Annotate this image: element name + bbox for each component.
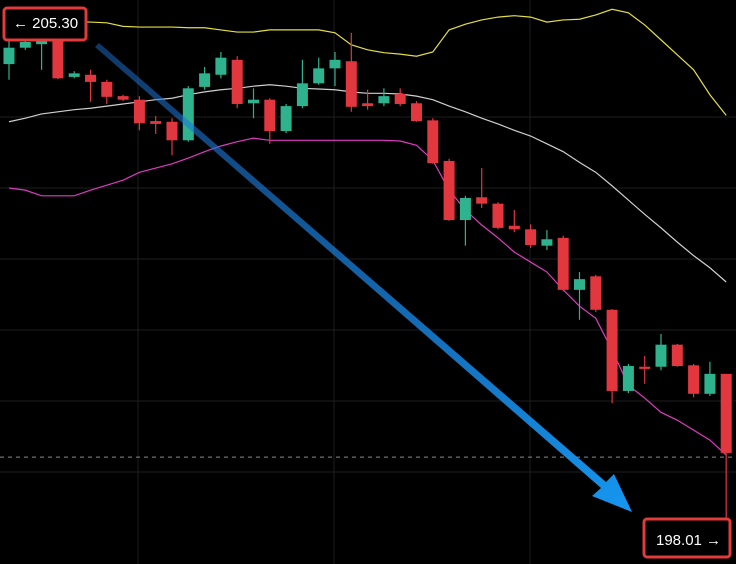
candle-body [166,121,178,141]
candle-body [150,121,162,124]
candle-body [133,99,145,124]
candle-body [264,99,276,132]
candle-body [411,103,422,122]
candle-body [557,237,569,290]
candle-body [541,239,553,246]
candle-body [688,365,700,394]
candle-body [639,366,651,369]
label-frame [642,517,732,559]
plot [0,8,736,542]
candle-body [313,68,325,84]
candle-body [362,103,374,107]
candle-body [671,344,683,367]
candle-body [622,366,634,391]
candle-body [704,373,716,394]
end-label-box: 198.01 → [642,517,732,559]
candle-body [68,73,80,77]
candle-body [443,160,455,221]
band-line [8,84,727,283]
candle-body [427,120,439,164]
candle-body [476,197,488,204]
trend-arrow [95,43,632,512]
candle-body [720,373,732,453]
candle-body [655,344,667,367]
start-label: ← 205.30 [13,15,78,32]
candle-body [182,88,194,141]
candle-body [199,73,211,87]
candle-body [248,99,259,104]
candle-body [101,81,113,97]
end-label: 198.01 → [656,532,721,549]
candle-body [492,203,504,228]
candle-body [345,61,357,107]
start-label-box: ← 205.30 [2,6,88,42]
candle-body [606,309,618,391]
arrow [95,43,632,512]
band-line [8,8,727,116]
candle-body [590,276,602,310]
candle-body [36,39,48,45]
candle-body [117,96,129,100]
candle-body [378,96,390,104]
candle-body [508,225,520,230]
candle-body [394,94,406,104]
candle-body [525,229,537,245]
candle-body [280,106,292,132]
candle-body [296,83,308,107]
candle-body [52,39,64,79]
candle-body [329,59,341,69]
band-line [8,137,727,456]
label-frame [2,6,88,42]
candle-body [231,59,243,104]
candle-body [3,47,15,65]
candle-body [459,197,471,221]
candle-body [574,279,585,290]
candle-body [215,57,227,75]
candle-body [85,74,96,82]
candle-body [19,42,31,48]
